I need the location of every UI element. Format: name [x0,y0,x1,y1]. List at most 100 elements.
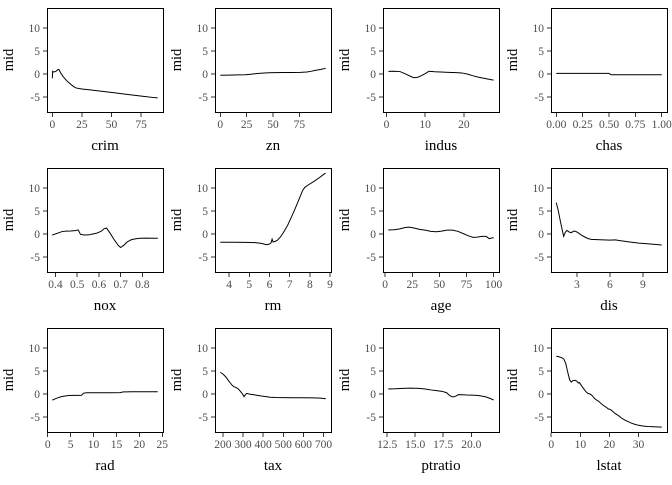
plot-border [551,8,668,113]
x-tick-label: 10 [88,439,100,451]
y-tick-label: -5 [30,252,40,264]
y-tick-label: 0 [370,229,376,241]
y-tick-label: -5 [366,92,376,104]
x-tick-label: 25 [157,439,168,451]
plot-indus: 0 10 20 -5 0 5 10 mid indus [337,8,500,154]
panel-chas: 0.00 0.25 0.50 0.75 1.00 -5 0 5 10 mid chas [504,0,672,160]
y-tick-label: 5 [202,46,208,58]
x-tick-label: 50 [267,119,279,131]
plot-border [551,328,668,433]
x-tick-label: 25 [407,279,419,291]
plot-border [383,8,500,113]
panel-nox: 0.4 0.5 0.6 0.7 0.8 -5 0 5 10 mid nox [0,160,168,320]
y-tick-label: 10 [29,23,41,35]
x-tick-label: 3 [574,279,580,291]
line-series-zn [220,67,326,76]
x-tick-label: 75 [135,119,147,131]
line-series-rm [220,172,326,246]
x-tick-label: 75 [461,279,473,291]
x-tick-label: 0 [548,439,554,451]
plot-rm: 4 5 6 7 8 9 -5 0 5 10 mid rm [169,168,333,314]
x-tick-label: 0.50 [599,119,619,131]
x-tick-label: 400 [255,439,273,451]
line-series-dis [555,202,662,246]
y-tick-label: 0 [34,69,40,81]
y-tick-label: 0 [34,389,40,401]
y-axis-title: mid [505,368,521,391]
y-axis-title: mid [337,48,353,71]
y-axis-title: mid [337,368,353,391]
x-tick-label: 30 [633,439,645,451]
x-tick-label: 0 [45,439,51,451]
y-tick-label: -5 [534,252,544,264]
y-tick-label: 10 [29,343,41,355]
y-tick-label: 10 [533,23,545,35]
panel-tax: 200 300 400 500 600 700 -5 0 5 10 mid tax [168,320,336,480]
x-tick-label: 0.7 [113,279,128,291]
y-tick-label: 0 [202,229,208,241]
y-tick-label: 10 [29,183,41,195]
x-tick-label: 300 [234,439,252,451]
line-series-indus [388,70,494,81]
x-tick-label: 6 [607,279,613,291]
x-tick-label: 0.4 [48,279,63,291]
y-tick-label: 10 [197,343,209,355]
x-axis-title: rm [265,298,282,314]
y-tick-label: -5 [534,412,544,424]
plot-border [47,8,164,113]
x-tick-label: 0.75 [625,119,645,131]
x-tick-label: 9 [327,279,333,291]
y-tick-label: -5 [198,412,208,424]
y-tick-label: 0 [34,229,40,241]
y-tick-label: -5 [30,412,40,424]
plot-nox: 0.4 0.5 0.6 0.7 0.8 -5 0 5 10 mid nox [1,168,164,314]
y-tick-label: 0 [202,69,208,81]
y-tick-label: 10 [365,183,377,195]
y-tick-label: 5 [370,366,376,378]
plot-border [383,328,500,433]
x-axis-title: age [431,298,452,314]
y-tick-label: 5 [370,206,376,218]
x-axis-title: nox [94,298,117,314]
x-tick-label: 9 [640,279,646,291]
y-tick-label: -5 [198,252,208,264]
x-axis-title: tax [264,458,283,474]
line-series-chas [556,72,662,76]
plot-border [551,168,668,273]
x-axis-title: dis [600,298,618,314]
x-tick-label: 15.0 [405,439,425,451]
panel-rm: 4 5 6 7 8 9 -5 0 5 10 mid rm [168,160,336,320]
x-axis-title: zn [266,138,281,154]
panel-indus: 0 10 20 -5 0 5 10 mid indus [336,0,504,160]
y-tick-label: 5 [202,206,208,218]
x-tick-label: 100 [485,279,503,291]
y-tick-label: -5 [198,92,208,104]
panel-ptratio: 12.5 15.0 17.5 20.0 -5 0 5 10 mid ptratio [336,320,504,480]
y-tick-label: 5 [538,366,544,378]
x-tick-label: 4 [226,279,232,291]
plot-border [215,8,332,113]
x-tick-label: 500 [275,439,293,451]
plot-border [383,168,500,273]
x-axis-title: crim [91,138,119,154]
y-tick-label: 0 [370,69,376,81]
y-tick-label: 0 [538,69,544,81]
y-tick-label: 0 [538,389,544,401]
y-axis-title: mid [505,208,521,231]
y-axis-title: mid [337,208,353,231]
panel-age: 0 25 50 75 100 -5 0 5 10 mid age [336,160,504,320]
y-tick-label: -5 [366,412,376,424]
plot-age: 0 25 50 75 100 -5 0 5 10 mid age [337,168,503,314]
line-series-age [388,226,494,240]
x-tick-label: 10 [419,119,431,131]
x-tick-label: 0.25 [573,119,593,131]
plot-border [215,168,332,273]
y-tick-label: 0 [370,389,376,401]
y-axis-title: mid [505,48,521,71]
x-tick-label: 20.0 [461,439,481,451]
y-axis-title: mid [169,368,185,391]
x-tick-label: 0 [384,119,390,131]
y-tick-label: 0 [538,229,544,241]
x-tick-label: 20 [458,119,470,131]
plot-rad: 0 5 10 15 20 25 -5 0 5 10 mid rad [1,328,168,474]
